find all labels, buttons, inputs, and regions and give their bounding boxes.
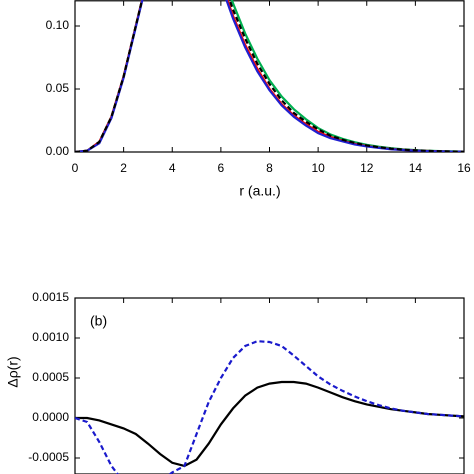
series-line — [75, 0, 464, 152]
x-tick-label: 16 — [457, 161, 471, 175]
x-tick-label: 8 — [266, 161, 273, 175]
series-line — [75, 380, 464, 468]
plot-frame — [74, 297, 465, 474]
x-tick-label: 6 — [218, 161, 225, 175]
y-tick-label: 0.0010 — [32, 330, 69, 344]
panel-label: (b) — [90, 313, 107, 329]
plot-area — [75, 0, 464, 152]
x-tick-label: 14 — [409, 161, 423, 175]
y-tick-label: -0.0005 — [28, 450, 69, 464]
x-axis-label: r (a.u.) — [239, 183, 280, 199]
series-line — [75, 0, 464, 152]
plot-frame — [74, 0, 465, 153]
plot-area — [75, 340, 464, 474]
y-tick-label: 0.10 — [46, 18, 70, 32]
series-line — [75, 0, 464, 152]
x-tick-label: 10 — [311, 161, 325, 175]
y-tick-label: 0.0015 — [32, 290, 69, 304]
y-tick-label: 0.00 — [46, 144, 70, 158]
y-tick-label: 0.0000 — [32, 410, 69, 424]
x-tick-label: 12 — [360, 161, 374, 175]
y-tick-label: 0.05 — [46, 81, 70, 95]
x-tick-label: 4 — [169, 161, 176, 175]
series-line — [75, 0, 464, 152]
series-line — [75, 340, 464, 474]
x-tick-label: 0 — [72, 161, 79, 175]
y-tick-label: 0.0005 — [32, 370, 69, 384]
x-tick-label: 2 — [120, 161, 127, 175]
y-axis-label: Δρ(r) — [5, 356, 21, 387]
